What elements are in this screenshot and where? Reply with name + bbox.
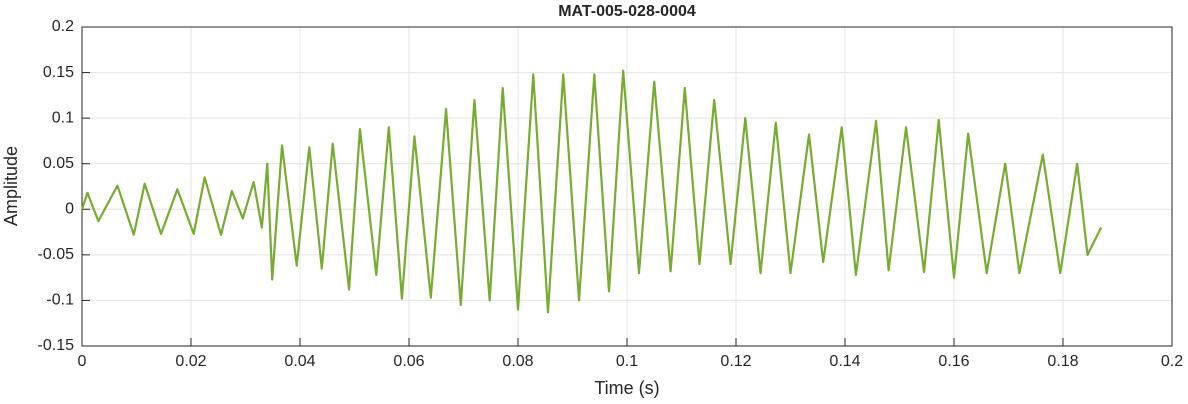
x-tick-label: 0.14 (829, 353, 860, 370)
y-tick-label: -0.15 (38, 337, 75, 354)
x-tick-label: 0.08 (502, 353, 533, 370)
y-tick-label: 0.05 (43, 155, 74, 172)
y-tick-label: -0.05 (38, 246, 75, 263)
chart-title: MAT-005-028-0004 (558, 3, 696, 20)
plot-frame (81, 26, 1173, 347)
waveform-line (80, 69, 1103, 314)
x-tick-label: 0.06 (393, 353, 424, 370)
x-tick-label: 0.04 (284, 353, 315, 370)
x-tick-label: 0.12 (720, 353, 751, 370)
y-tick-label: 0.1 (52, 109, 74, 126)
x-tick-label: 0.02 (175, 353, 206, 370)
y-tick-label: 0.15 (43, 64, 74, 81)
x-axis-label: Time (s) (594, 378, 659, 398)
x-tick-label: 0.1 (616, 353, 638, 370)
y-tick-label: 0 (65, 201, 74, 218)
y-tick-label: 0.2 (52, 18, 74, 35)
x-tick-label: 0.16 (938, 353, 969, 370)
x-tick-label: 0.18 (1047, 353, 1078, 370)
y-tick-label: -0.1 (46, 292, 74, 309)
x-tick-label: 0 (78, 353, 87, 370)
x-tick-label: 0.2 (1161, 353, 1183, 370)
y-axis-label: Amplitude (1, 146, 21, 226)
